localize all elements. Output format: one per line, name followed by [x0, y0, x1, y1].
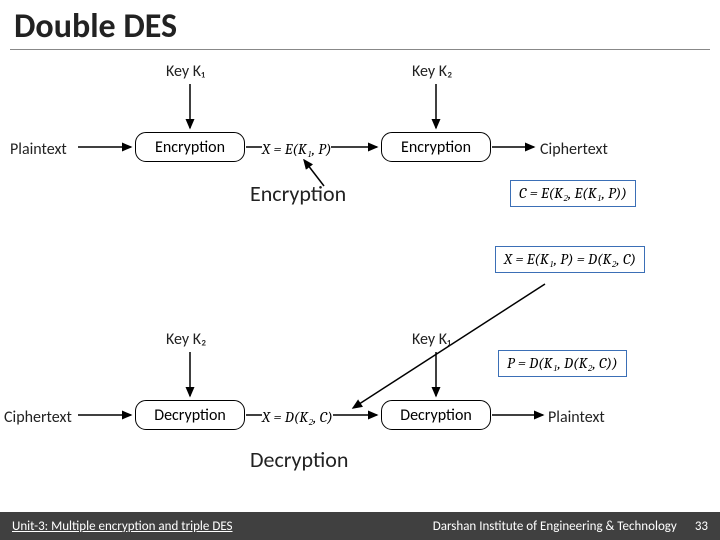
plaintext-label-top: Plaintext	[10, 140, 67, 159]
diagram-canvas: Key K₁ Key K₂ Plaintext Encryption Encry…	[0, 50, 720, 510]
key-k1-label-bot: Key K₁	[412, 330, 451, 349]
encryption-section-label: Encryption	[250, 180, 346, 207]
key-k1-label-top: Key K₁	[166, 62, 205, 81]
ciphertext-label-bot: Ciphertext	[4, 408, 72, 427]
formula-x-enc: X = E(K₁, P)	[262, 140, 331, 159]
key-k2-label-top: Key K₂	[412, 62, 452, 81]
key-k2-label-bot: Key K₂	[166, 330, 206, 349]
plaintext-label-bot: Plaintext	[548, 408, 605, 427]
dec1-node: Decryption	[135, 400, 245, 430]
enc1-node: Encryption	[135, 132, 245, 162]
formula-x-eq-box: X = E(K₁, P) = D(K₂, C)	[495, 246, 645, 273]
formula-x-dec: X = D(K₂, C)	[262, 408, 333, 427]
formula-p-dec-box: P = D(K₁, D(K₂, C))	[498, 350, 627, 377]
decryption-section-label: Decryption	[250, 446, 348, 473]
arrows-layer	[0, 50, 720, 510]
ciphertext-label-top: Ciphertext	[540, 140, 608, 159]
enc2-node: Encryption	[381, 132, 491, 162]
formula-c-enc-box: C = E(K₂, E(K₁, P))	[510, 180, 636, 207]
page-title: Double DES	[0, 0, 720, 49]
footer-page-number: 33	[695, 519, 708, 534]
footer-left: Unit-3: Multiple encryption and triple D…	[12, 519, 233, 534]
footer-right: Darshan Institute of Engineering & Techn…	[433, 519, 677, 534]
dec2-node: Decryption	[381, 400, 491, 430]
footer-bar: Unit-3: Multiple encryption and triple D…	[0, 512, 720, 540]
